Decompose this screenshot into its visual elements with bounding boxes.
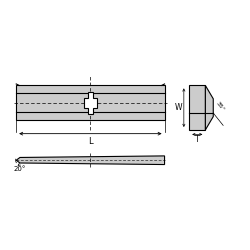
Bar: [189, 86, 205, 130]
Text: W: W: [174, 103, 182, 112]
Text: 20°: 20°: [14, 166, 26, 172]
Polygon shape: [16, 156, 164, 164]
Polygon shape: [84, 92, 96, 114]
Text: T: T: [195, 136, 200, 144]
Text: L: L: [88, 136, 93, 145]
Polygon shape: [205, 86, 213, 130]
Text: 35°: 35°: [214, 100, 225, 112]
Bar: [16, 86, 164, 120]
